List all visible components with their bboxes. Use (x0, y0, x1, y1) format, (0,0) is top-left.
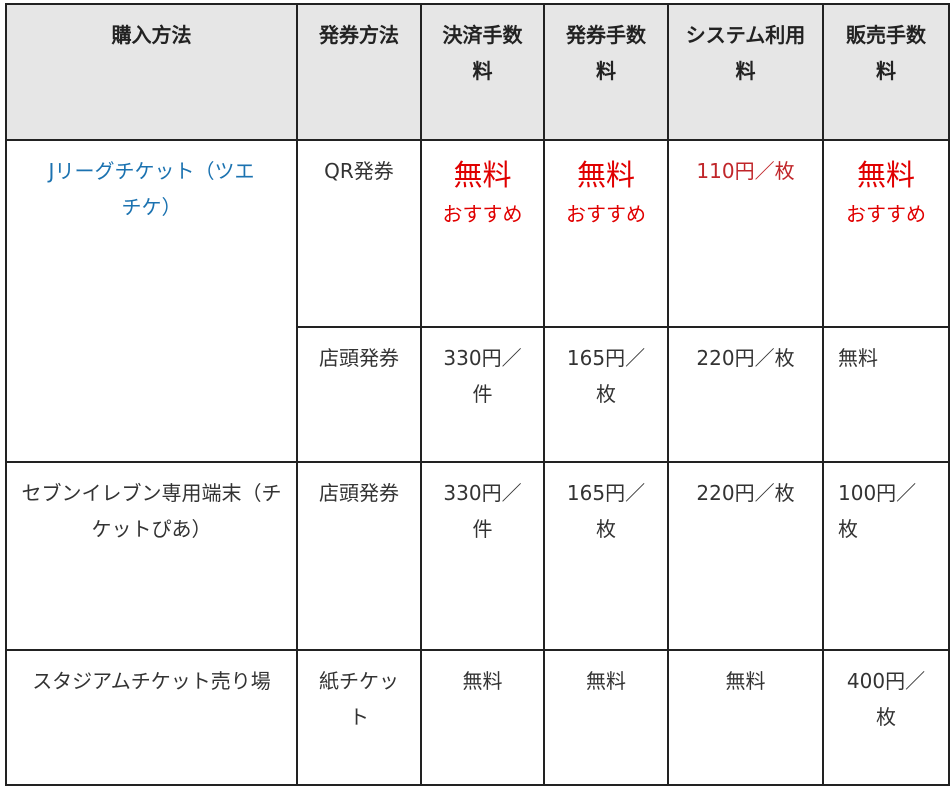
table-row: 店頭発券 330円／件 165円／枚 220円／枚 無料 (6, 326, 950, 463)
issue-cell: 紙チケット (296, 649, 422, 786)
sales-fee-cell: 無料 おすすめ (822, 139, 950, 328)
payment-fee-cell: 330円／件 (420, 326, 545, 463)
header-payment-fee: 決済手数料 (420, 3, 545, 141)
table-row: スタジアムチケット売り場 紙チケット 無料 無料 無料 400円／枚 (5, 649, 950, 786)
issue-cell: 店頭発券 (296, 326, 422, 463)
recommend-label: おすすめ (442, 202, 523, 226)
header-purchase-method: 購入方法 (5, 3, 298, 141)
system-fee-cell: 220円／枚 (667, 461, 824, 651)
recommend-label: おすすめ (566, 202, 646, 226)
ticket-fee-table: 購入方法 発券方法 決済手数料 発券手数料 システム利用料 販売手数料 Jリーグ… (5, 3, 950, 786)
header-system-fee: システム利用料 (667, 3, 824, 141)
j-league-ticket-link[interactable]: Jリーグチケット（ツエチケ） (48, 159, 255, 219)
system-fee-cell: 220円／枚 (667, 326, 824, 463)
issue-fee-cell: 無料 おすすめ (543, 139, 669, 328)
header-row: 購入方法 発券方法 決済手数料 発券手数料 システム利用料 販売手数料 (5, 3, 950, 141)
issue-cell: QR発券 (296, 139, 422, 328)
sales-fee-cell: 100円／枚 (822, 461, 950, 651)
issue-cell: 店頭発券 (296, 461, 422, 651)
table-row: セブンイレブン専用端末（チケットぴあ） 店頭発券 330円／件 165円／枚 2… (5, 461, 950, 651)
system-fee-cell: 110円／枚 (667, 139, 824, 328)
sales-fee-cell: 無料 (822, 326, 950, 463)
method-cell: セブンイレブン専用端末（チケットぴあ） (5, 461, 298, 651)
issue-fee-cell: 無料 (543, 649, 669, 786)
issue-fee-cell: 165円／枚 (543, 461, 669, 651)
recommend-label: おすすめ (846, 202, 926, 226)
issue-fee-cell: 165円／枚 (543, 326, 669, 463)
method-cell: スタジアムチケット売り場 (5, 649, 298, 786)
header-sales-fee: 販売手数料 (822, 3, 950, 141)
header-issue-method: 発券方法 (296, 3, 422, 141)
free-label: 無料 (856, 158, 915, 192)
header-issue-fee: 発券手数料 (543, 3, 669, 141)
sales-fee-cell: 400円／枚 (822, 649, 950, 786)
free-label: 無料 (453, 158, 512, 192)
payment-fee-cell: 無料 おすすめ (420, 139, 545, 328)
free-label: 無料 (576, 158, 635, 192)
method-cell: Jリーグチケット（ツエチケ） (5, 139, 298, 463)
system-fee-cell: 無料 (667, 649, 824, 786)
payment-fee-cell: 330円／件 (420, 461, 545, 651)
table-row: Jリーグチケット（ツエチケ） QR発券 無料 おすすめ 無料 おすすめ 110円／枚… (5, 139, 950, 463)
payment-fee-cell: 無料 (420, 649, 545, 786)
